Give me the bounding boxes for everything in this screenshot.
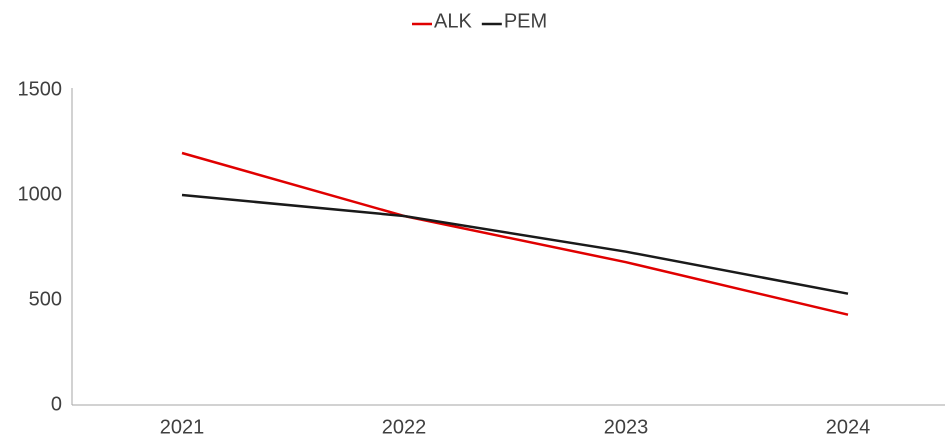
y-tick-label: 0 — [51, 393, 62, 415]
x-tick-label: 2021 — [160, 416, 205, 437]
y-tick-label: 1000 — [18, 183, 63, 205]
y-tick-label: 1500 — [18, 78, 63, 100]
line-series — [181, 193, 849, 295]
x-tick-label: 2023 — [604, 416, 649, 437]
line-series — [181, 151, 849, 316]
legend-label: ALK — [434, 10, 472, 32]
x-tick-label: 2024 — [826, 416, 871, 437]
y-tick-label: 500 — [29, 288, 62, 310]
x-tick-label: 2022 — [382, 416, 427, 437]
legend-label: PEM — [504, 10, 547, 32]
